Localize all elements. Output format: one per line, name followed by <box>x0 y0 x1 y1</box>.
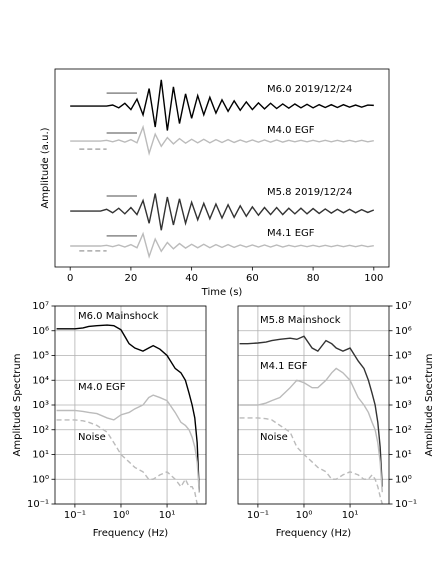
series-line <box>56 419 200 504</box>
y-tick-label: 10⁴ <box>32 375 49 386</box>
x-tick-label: 10⁻¹ <box>64 510 86 521</box>
axes-frame <box>54 68 390 268</box>
y-tick-label: 10⁶ <box>395 326 412 337</box>
y-tick-label: 10¹ <box>32 450 49 461</box>
series-label: M4.0 EGF <box>78 382 126 393</box>
y-axis-label: Amplitude Spectrum <box>12 354 23 457</box>
series-label: M4.0 EGF <box>267 125 315 136</box>
y-tick-label: 10⁵ <box>395 351 412 362</box>
x-tick-label: 10⁻¹ <box>247 510 269 521</box>
series-line <box>239 417 383 504</box>
series-line <box>70 124 374 156</box>
x-tick-label: 60 <box>246 273 259 284</box>
series-line <box>56 324 200 493</box>
x-tick-label: 100 <box>364 273 383 284</box>
y-tick-label: 10³ <box>32 400 49 411</box>
y-tick-label: 10⁰ <box>395 474 412 485</box>
x-tick-label: 10¹ <box>342 510 359 521</box>
y-tick-label: 10⁻¹ <box>27 499 49 510</box>
series-label: M5.8 Mainshock <box>260 315 341 326</box>
series-label: Noise <box>260 432 288 443</box>
x-tick-label: 80 <box>307 273 320 284</box>
series-label: M4.1 EGF <box>260 361 308 372</box>
y-tick-label: 10⁷ <box>395 301 412 312</box>
series-line <box>56 394 200 493</box>
y-tick-label: 10⁷ <box>32 301 49 312</box>
x-tick-label: 10¹ <box>159 510 176 521</box>
x-tick-label: 40 <box>185 273 198 284</box>
x-tick-label: 0 <box>67 273 73 284</box>
series-line <box>239 335 383 487</box>
series-label: Noise <box>78 432 106 443</box>
y-tick-label: 10⁵ <box>32 351 49 362</box>
series-line <box>70 231 374 259</box>
series-label: M5.8 2019/12/24 <box>267 187 352 198</box>
x-tick-label: 10⁰ <box>113 510 130 521</box>
axes-frame <box>237 305 390 505</box>
y-tick-label: 10² <box>32 425 49 436</box>
series-line <box>70 79 374 131</box>
series-label: M4.1 EGF <box>267 228 315 239</box>
y-tick-label: 10⁶ <box>32 326 49 337</box>
y-tick-label: 10¹ <box>395 450 412 461</box>
y-tick-label: 10⁰ <box>32 474 49 485</box>
y-tick-label: 10⁻¹ <box>395 499 417 510</box>
y-axis-label: Amplitude Spectrum <box>424 354 432 457</box>
series-label: M6.0 2019/12/24 <box>267 84 352 95</box>
axes-frame <box>54 305 207 505</box>
x-axis-label: Frequency (Hz) <box>93 528 169 539</box>
x-axis-label: Frequency (Hz) <box>276 528 352 539</box>
series-label: M6.0 Mainshock <box>78 311 159 322</box>
y-tick-label: 10² <box>395 425 412 436</box>
series-line <box>239 367 383 493</box>
series-line <box>70 193 375 231</box>
y-tick-label: 10³ <box>395 400 412 411</box>
x-tick-label: 20 <box>125 273 138 284</box>
y-tick-label: 10⁴ <box>395 375 412 386</box>
x-axis-label: Time (s) <box>201 287 243 298</box>
x-tick-label: 10⁰ <box>296 510 313 521</box>
y-axis-label: Amplitude (a.u.) <box>40 127 51 208</box>
